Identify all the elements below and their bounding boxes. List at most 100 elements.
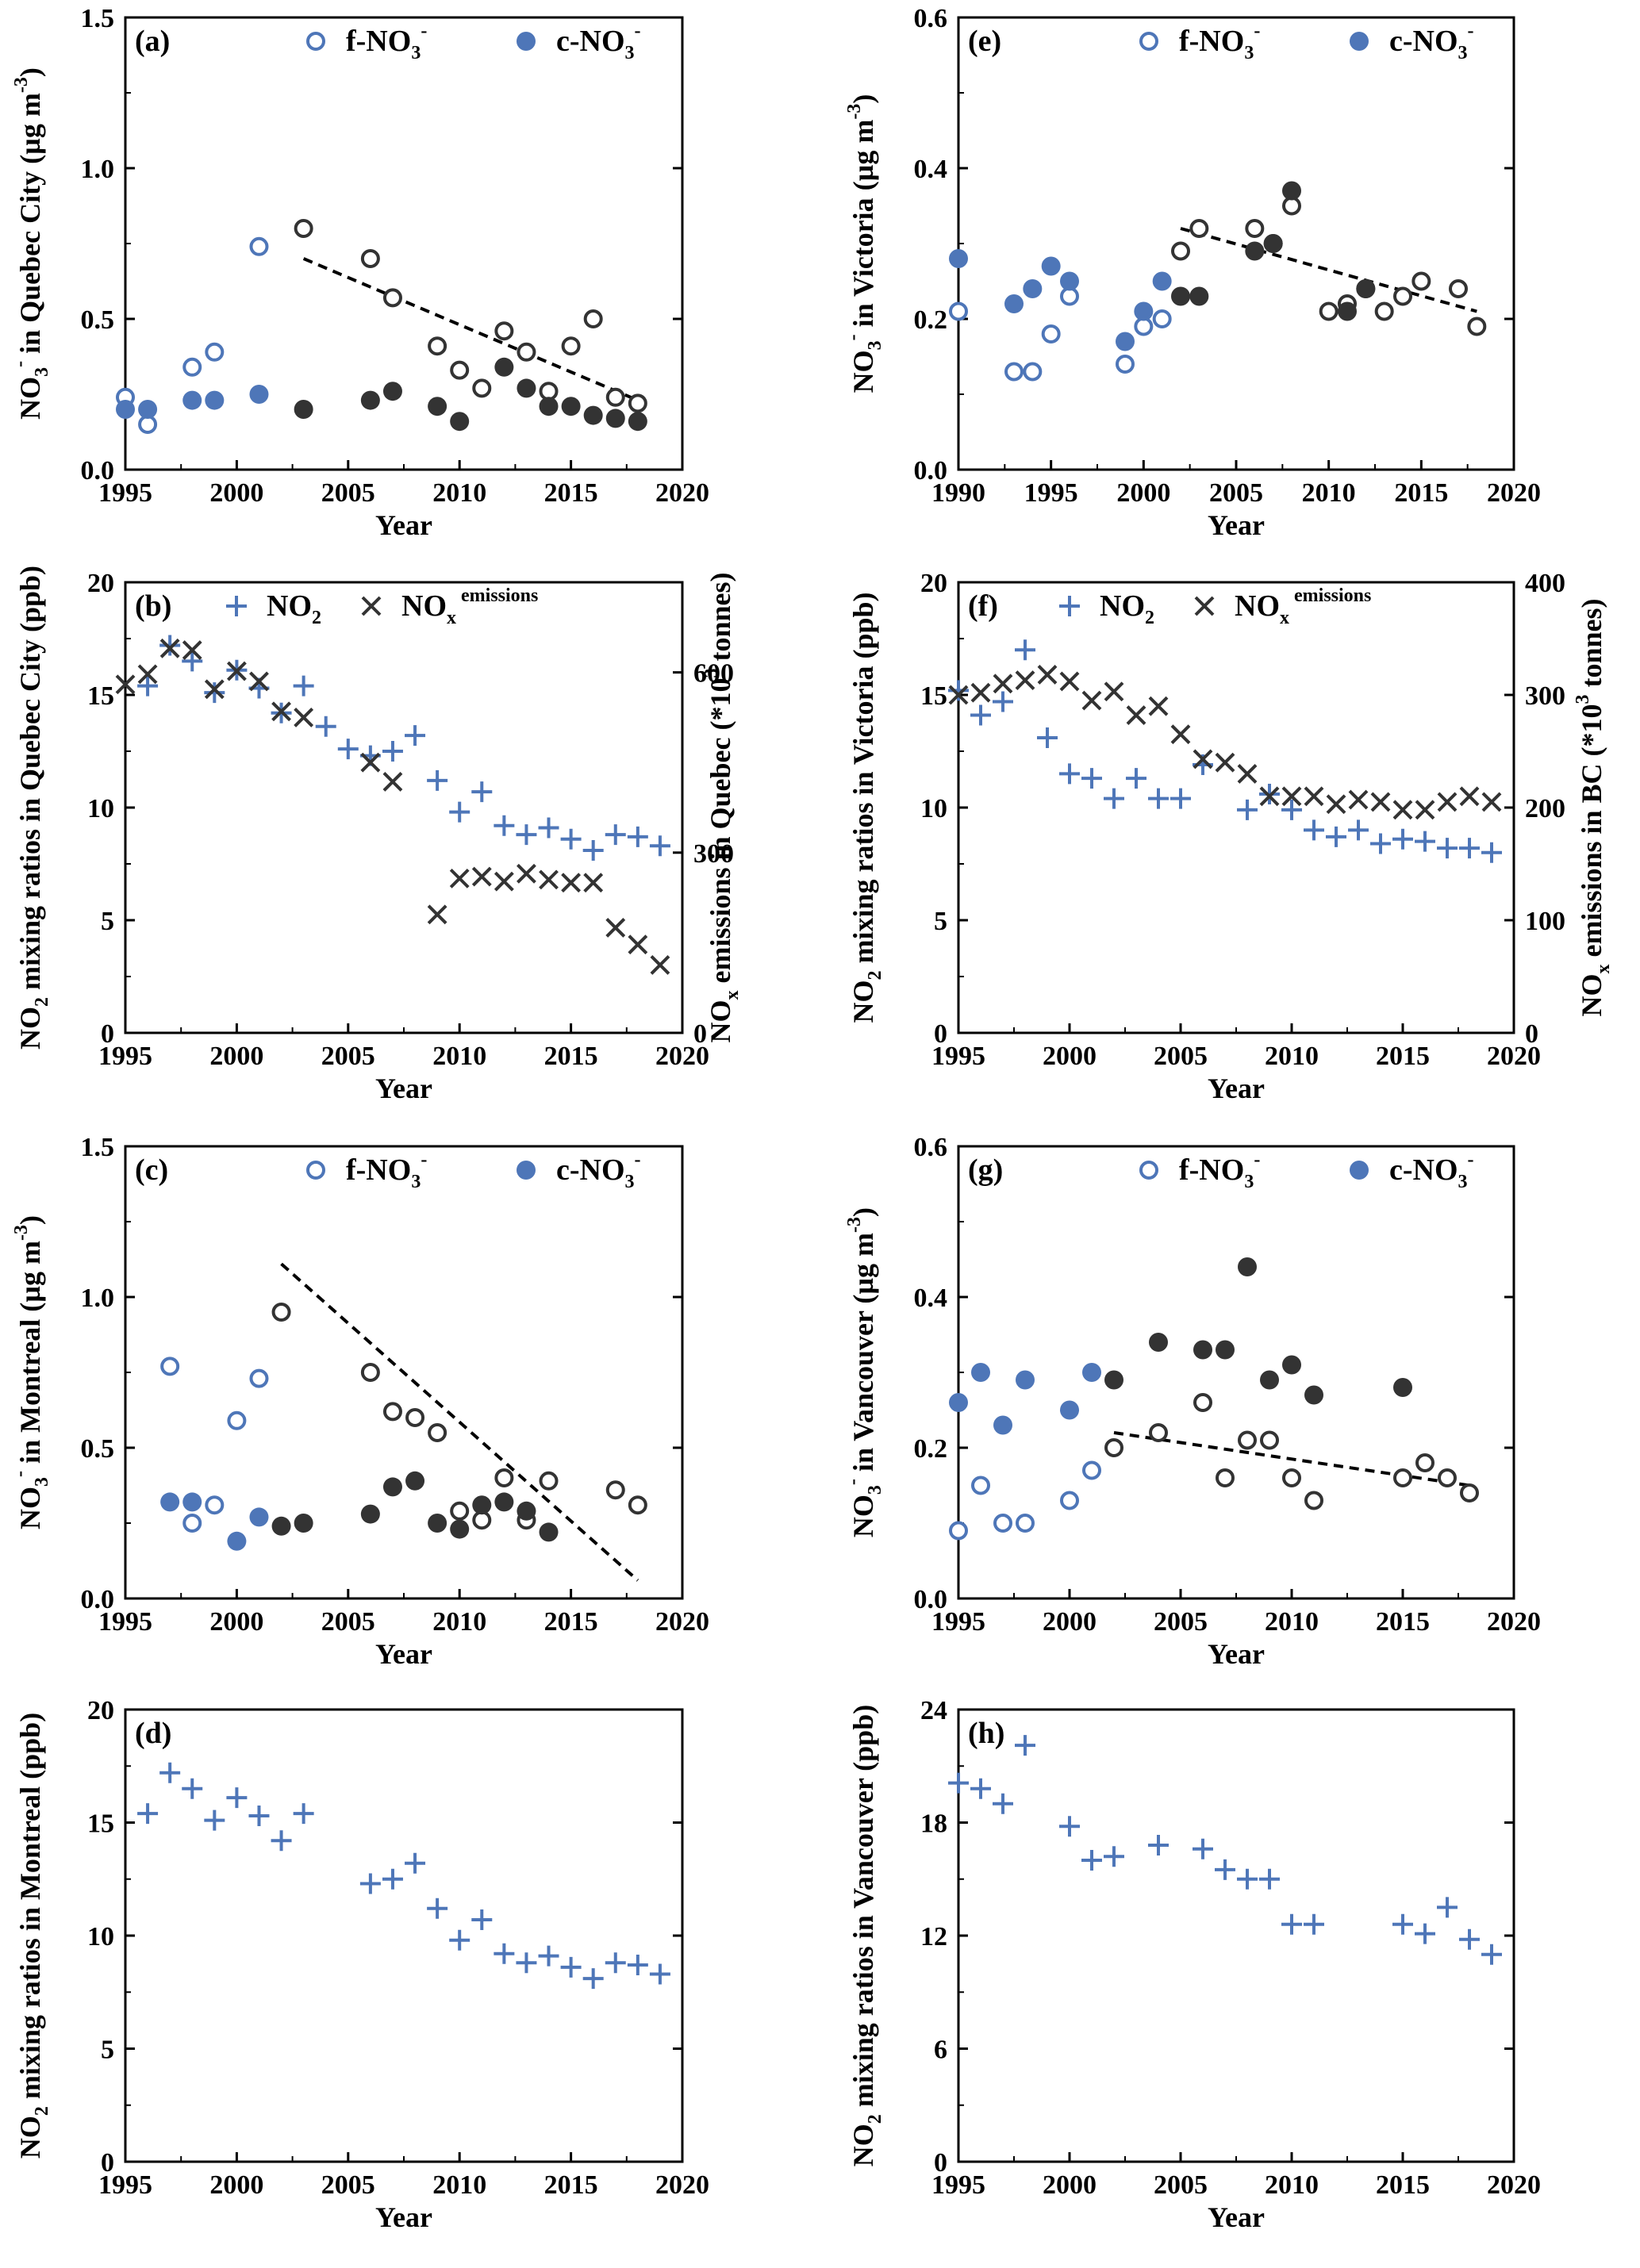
- data-point: [561, 873, 582, 893]
- data-point: [1016, 1370, 1035, 1390]
- legend-label: NOx emissions: [1235, 585, 1371, 628]
- data-point: [1260, 1430, 1279, 1450]
- panel-c: 1995 2000 2005 2010 2015 2020 0.0 0.5 1.0 1.5 Year…: [10, 1133, 709, 1670]
- legend-label: f-NO3-: [1179, 1149, 1260, 1192]
- panel-b: 1995 2000 2005 2010 2015 2020051015200300600N…: [14, 566, 743, 1104]
- data-point: [449, 801, 470, 823]
- data-point: [1263, 234, 1283, 253]
- data-point: [971, 1363, 990, 1382]
- y-tick-label: 0.5: [81, 305, 115, 335]
- x-tick-label: 2010: [432, 1042, 486, 1071]
- data-point: [539, 1471, 559, 1491]
- data-point: [1348, 789, 1369, 810]
- data-point: [517, 1501, 536, 1521]
- data-point: [516, 1952, 537, 1974]
- y2-tick-label: 0: [693, 1019, 707, 1049]
- data-point: [628, 393, 647, 413]
- data-point: [293, 1803, 314, 1825]
- data-point: [359, 1873, 381, 1894]
- data-point: [1060, 271, 1079, 291]
- y2-tick-label: 300: [693, 839, 734, 869]
- x-tick-label: 2010: [1265, 1042, 1319, 1071]
- y-tick-label: 0.0: [81, 456, 115, 485]
- data-point: [1326, 794, 1346, 815]
- x-tick-label: 2020: [655, 2170, 709, 2200]
- data-point: [294, 1514, 313, 1533]
- data-point: [116, 400, 135, 419]
- data-point: [428, 397, 447, 416]
- y-tick-label: 0.0: [914, 1585, 948, 1614]
- y2-tick-label: 0: [1525, 1019, 1538, 1049]
- data-point: [1326, 826, 1346, 847]
- y-axis-label: NO3- in Vancouver (µg m-3): [843, 1207, 885, 1537]
- data-point: [583, 405, 603, 425]
- x-tick-label: 2010: [432, 1607, 486, 1637]
- data-point: [1281, 799, 1302, 820]
- data-point: [382, 772, 403, 792]
- x-tick-label: 2020: [1487, 478, 1541, 508]
- data-point: [1148, 788, 1169, 809]
- y-tick-label: 15: [87, 681, 114, 711]
- data-point: [494, 815, 515, 836]
- panel-label: (h): [968, 1717, 1004, 1750]
- panel-label: (d): [135, 1717, 171, 1750]
- data-point: [970, 1778, 991, 1799]
- y2-tick-label: 200: [1525, 794, 1565, 823]
- data-point: [1281, 1913, 1302, 1935]
- data-point: [1481, 1944, 1502, 1965]
- y-tick-label: 5: [934, 907, 947, 936]
- plot-frame: [957, 581, 1515, 1034]
- data-point: [315, 716, 336, 737]
- data-point: [1060, 1400, 1079, 1420]
- x-tick-label: 2015: [1376, 1042, 1430, 1071]
- data-point: [294, 400, 313, 419]
- data-point: [382, 741, 403, 762]
- data-point: [1415, 831, 1435, 852]
- data-point: [227, 1531, 247, 1551]
- x-tick-label: 2005: [321, 1607, 375, 1637]
- data-point: [428, 1423, 447, 1442]
- data-point: [948, 680, 969, 701]
- panel-d: 1995 2000 2005 2010 2015 2020 0 5 10 15 20 Year NO2 …: [14, 1696, 709, 2233]
- data-point: [1356, 279, 1376, 298]
- data-point: [516, 824, 537, 846]
- data-point: [494, 1943, 515, 1964]
- data-point: [382, 1868, 403, 1890]
- data-point: [627, 826, 648, 847]
- data-point: [428, 1514, 447, 1533]
- y-tick-label: 15: [920, 681, 947, 711]
- y-tick-label: 1.0: [81, 1284, 115, 1313]
- data-point: [382, 1402, 402, 1422]
- y2-tick-label: 600: [693, 659, 734, 689]
- x-axis-label: Year: [375, 2201, 432, 2233]
- y-axis-label: NO2 mixing ratios in Quebec City (ppb): [14, 566, 52, 1050]
- data-point: [1437, 838, 1458, 859]
- data-point: [628, 1495, 647, 1515]
- x-axis-label: Year: [375, 1073, 432, 1104]
- data-point: [1415, 1923, 1435, 1944]
- data-point: [1260, 1370, 1279, 1390]
- data-point: [1004, 294, 1024, 313]
- data-point: [1059, 671, 1080, 692]
- data-point: [1237, 763, 1258, 784]
- panel-label: (e): [968, 25, 1001, 58]
- x-axis-label: Year: [1208, 509, 1265, 541]
- x-axis-label: Year: [1208, 2201, 1265, 2233]
- data-point: [949, 1521, 968, 1541]
- x-tick-label: 2010: [1265, 2170, 1319, 2200]
- x-tick-label: 2005: [1154, 2170, 1208, 2200]
- y-tick-label: 0: [934, 2148, 947, 2178]
- data-point: [182, 640, 202, 660]
- data-point: [360, 249, 380, 268]
- y-tick-label: 0.0: [81, 1585, 115, 1614]
- data-point: [1023, 362, 1043, 382]
- data-point: [1370, 833, 1391, 854]
- data-point: [1015, 670, 1035, 690]
- data-point: [517, 378, 536, 398]
- y-tick-label: 6: [934, 2036, 947, 2065]
- x-axis-label: Year: [375, 509, 432, 541]
- data-point: [182, 357, 202, 377]
- legend-label: f-NO3-: [346, 1149, 427, 1192]
- data-point: [1459, 1928, 1480, 1950]
- data-point: [993, 691, 1013, 712]
